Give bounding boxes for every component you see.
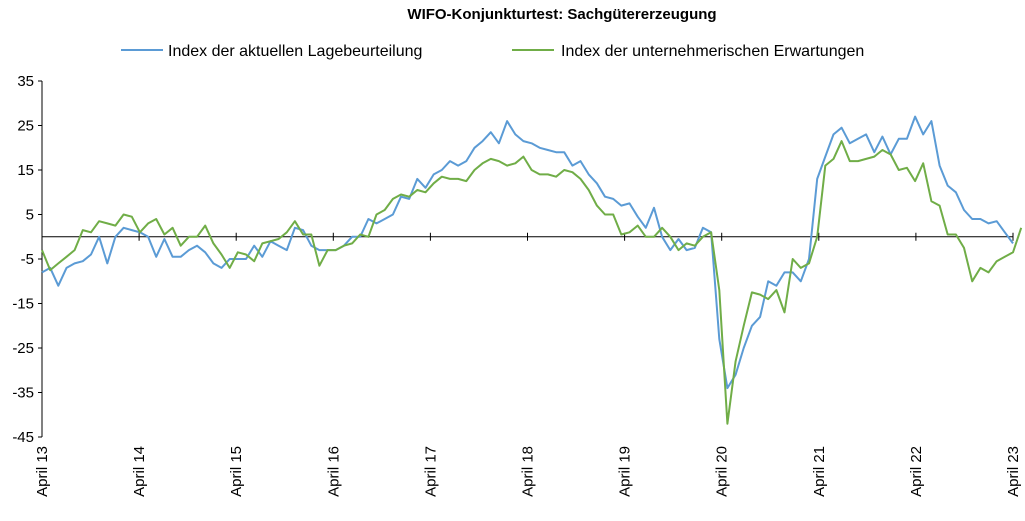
series-line-0 [42,117,1013,389]
y-tick-label: 5 [26,207,34,224]
y-axis: 35 25 15 5 -5 -15 -25 -35 -45 [12,73,42,446]
x-tick-label: April 19 [617,446,634,497]
y-tick-label: -5 [21,251,34,268]
y-tick-label: -45 [12,429,34,446]
y-tick-label: 25 [17,118,34,135]
chart-title: WIFO-Konjunkturtest: Sachgütererzeugung [407,6,716,23]
x-tick-label: April 14 [131,446,148,497]
x-tick-label: April 13 [34,446,51,497]
y-tick-label: 35 [17,73,34,90]
x-tick-label: April 18 [520,446,537,497]
x-tick-label: April 15 [228,446,245,497]
x-tick-label: April 16 [325,446,342,497]
y-tick-label: -35 [12,385,34,402]
x-tick-label: April 17 [422,446,439,497]
x-tick-label: April 21 [811,446,828,497]
series-layer [42,117,1021,424]
legend-label-erwartungen: Index der unternehmerischen Erwartungen [561,43,864,60]
series-line-1 [42,141,1021,424]
y-tick-label: -15 [12,296,34,313]
legend: Index der aktuellen Lagebeurteilung Inde… [121,43,864,60]
y-tick-label: -25 [12,340,34,357]
x-tick-label: April 22 [908,446,925,497]
x-tick-label: April 23 [1005,446,1022,497]
y-tick-label: 15 [17,162,34,179]
x-axis: April 13 April 14 April 15 April 16 April 17… [34,233,1022,497]
x-tick-label: April 20 [714,446,731,497]
legend-label-lagebeurteilung: Index der aktuellen Lagebeurteilung [168,43,422,60]
